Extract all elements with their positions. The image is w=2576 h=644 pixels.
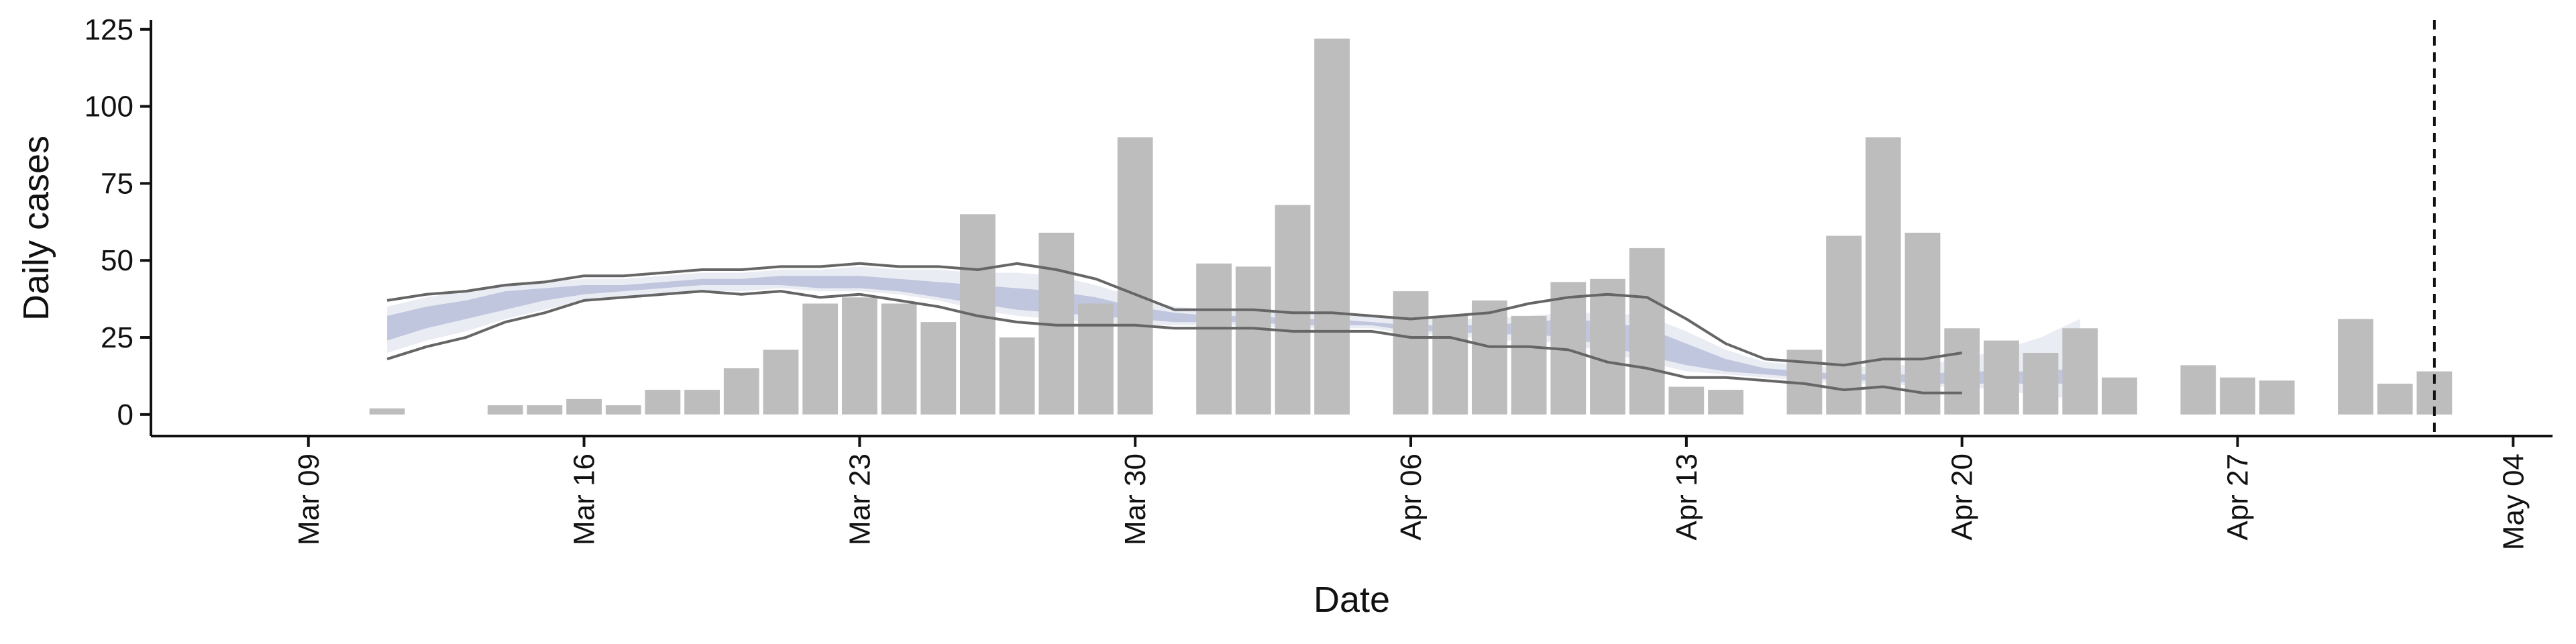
case-bar — [566, 398, 602, 415]
case-bar — [487, 405, 523, 415]
bound-lines — [386, 262, 1963, 394]
case-bar — [1668, 386, 1705, 415]
case-bar — [763, 350, 799, 415]
y-tick-label: 125 — [85, 13, 133, 46]
case-bar — [2062, 328, 2098, 415]
case-bar — [802, 303, 839, 415]
case-bar — [2102, 377, 2137, 415]
case-bars — [369, 38, 2453, 415]
case-bar — [842, 297, 877, 415]
case-bar — [369, 408, 405, 415]
x-tick-label: Mar 30 — [1119, 453, 1152, 545]
case-bar — [1865, 137, 1901, 415]
case-bar — [1393, 291, 1429, 415]
case-bar — [2338, 319, 2373, 415]
case-bar — [2180, 365, 2216, 415]
case-bar — [999, 337, 1035, 415]
case-bar — [1629, 248, 1665, 415]
case-bar — [2023, 353, 2059, 415]
interval-bands — [387, 266, 2080, 399]
y-tick-label: 100 — [85, 91, 133, 123]
case-bar — [1944, 328, 1980, 415]
axes — [150, 20, 2553, 437]
y-axis-title: Daily cases — [16, 136, 56, 321]
case-bar — [1511, 315, 1547, 415]
case-bar — [1078, 303, 1114, 415]
case-bar — [920, 322, 957, 415]
x-tick-label: May 04 — [2497, 453, 2530, 550]
lower-bound-line — [386, 290, 1962, 394]
case-bar — [1904, 232, 1941, 415]
case-bar — [1196, 263, 1232, 415]
case-bar — [2377, 383, 2413, 415]
x-tick-label: Apr 06 — [1395, 453, 1428, 541]
y-ticks: 0 25 50 75 100 125 — [85, 13, 151, 431]
case-bar — [645, 390, 681, 415]
case-bar — [1708, 390, 1743, 415]
case-bar — [1314, 38, 1350, 415]
case-bar — [1984, 340, 2019, 415]
x-tick-label: Apr 27 — [2222, 453, 2255, 541]
case-bar — [605, 405, 641, 415]
case-bar — [1432, 315, 1468, 415]
x-tick-label: Mar 09 — [292, 453, 325, 545]
case-bar — [1590, 278, 1625, 415]
x-tick-label: Apr 13 — [1670, 453, 1703, 541]
case-bar — [2259, 380, 2295, 415]
case-bar — [527, 405, 563, 415]
y-tick-label: 0 — [117, 398, 133, 431]
y-tick-label: 25 — [101, 321, 133, 354]
y-tick-label: 50 — [101, 244, 133, 277]
case-bar — [1275, 205, 1311, 415]
upper-bound-line — [386, 262, 1963, 367]
case-bar — [1117, 137, 1153, 415]
x-axis-title: Date — [1313, 580, 1390, 620]
case-bar — [1826, 235, 1862, 415]
x-tick-label: Apr 20 — [1946, 453, 1979, 541]
x-tick-label: Mar 23 — [843, 453, 876, 545]
y-tick-label: 75 — [101, 167, 133, 200]
case-bar — [684, 390, 720, 415]
case-bar — [1472, 300, 1507, 415]
case-bar — [881, 303, 917, 415]
case-bar — [1235, 266, 1271, 415]
case-bar — [2220, 377, 2255, 415]
x-tick-label: Mar 16 — [568, 453, 601, 545]
x-ticks: Mar 09 Mar 16 Mar 23 Mar 30 Apr 06 Apr 13 Apr … — [292, 436, 2530, 550]
case-bar — [723, 368, 759, 415]
